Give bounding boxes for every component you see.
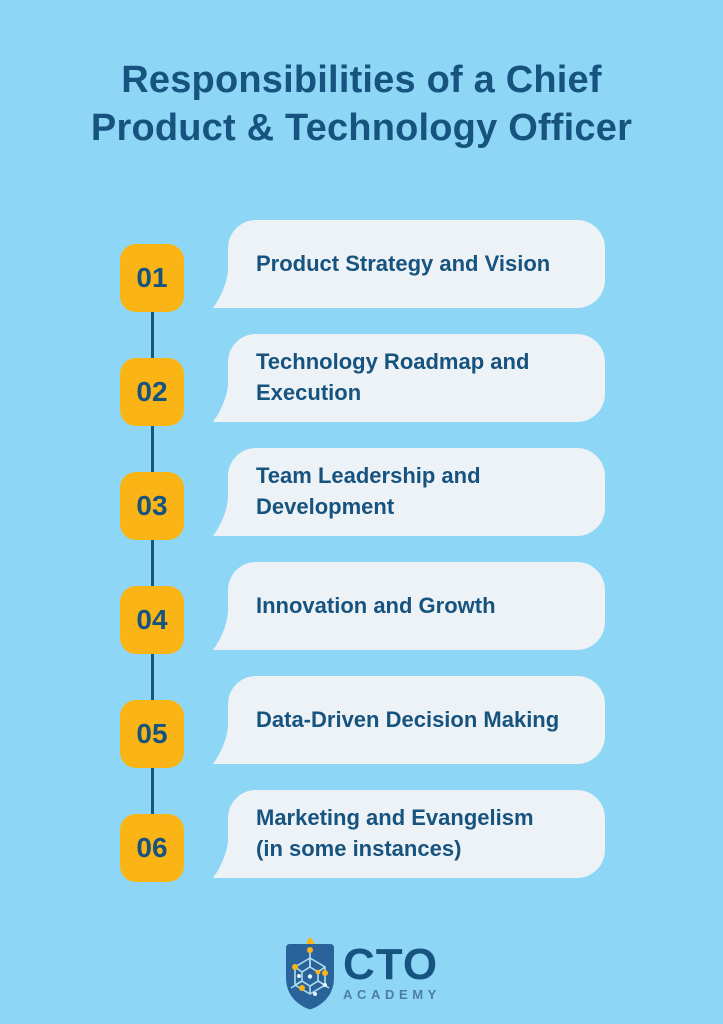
page-title: Responsibilities of a Chief Product & Te… (90, 59, 633, 150)
list-item: 06 Marketing and Evangelism (in some ins… (120, 790, 610, 882)
responsibility-label: Product Strategy and Vision (256, 250, 551, 276)
bubble-tail (213, 840, 263, 878)
responsibility-label: Team Leadership and Development (256, 463, 481, 519)
speech-bubble: Product Strategy and Vision (213, 220, 605, 308)
shield-circuit-icon (286, 937, 335, 1010)
logo-name: CTO (343, 939, 439, 989)
bubble-tail (213, 612, 263, 650)
step-number: 01 (136, 262, 168, 293)
speech-bubble: Innovation and Growth (213, 562, 605, 650)
step-number: 03 (136, 490, 168, 521)
bubble-tail (213, 726, 263, 764)
step-number: 05 (136, 718, 168, 749)
list-item: 05 Data-Driven Decision Making (120, 676, 610, 768)
responsibility-label: Data-Driven Decision Making (256, 706, 560, 732)
speech-bubble: Marketing and Evangelism (in some instan… (213, 790, 605, 878)
bubble-tail (213, 498, 263, 536)
bubble-tail (213, 384, 263, 422)
timeline-connector-line (150, 276, 154, 826)
list-item: 04 Innovation and Growth (120, 562, 610, 654)
responsibility-label: Technology Roadmap and Execution (256, 349, 530, 405)
logo-text: CTO ACADEMY (343, 939, 441, 1003)
step-number: 06 (136, 832, 168, 863)
responsibility-label: Marketing and Evangelism (in some instan… (256, 805, 534, 861)
step-badge-03: 03 (120, 472, 184, 540)
list-item: 03 Team Leadership and Development (120, 448, 610, 540)
responsibility-label: Innovation and Growth (256, 592, 496, 618)
step-number: 04 (136, 604, 168, 635)
logo-subtitle: ACADEMY (343, 987, 441, 1003)
bubble-tail (213, 270, 263, 308)
responsibilities-list: 01 Product Strategy and Vision 02 Techno… (120, 220, 610, 882)
cto-academy-logo: CTO ACADEMY (0, 936, 723, 1012)
speech-bubble: Data-Driven Decision Making (213, 676, 605, 764)
step-badge-01: 01 (120, 244, 184, 312)
speech-bubble: Technology Roadmap and Execution (213, 334, 605, 422)
speech-bubble: Team Leadership and Development (213, 448, 605, 536)
step-badge-02: 02 (120, 358, 184, 426)
step-number: 02 (136, 376, 168, 407)
list-item: 02 Technology Roadmap and Execution (120, 334, 610, 426)
step-badge-06: 06 (120, 814, 184, 882)
step-badge-05: 05 (120, 700, 184, 768)
list-item: 01 Product Strategy and Vision (120, 220, 610, 312)
step-badge-04: 04 (120, 586, 184, 654)
